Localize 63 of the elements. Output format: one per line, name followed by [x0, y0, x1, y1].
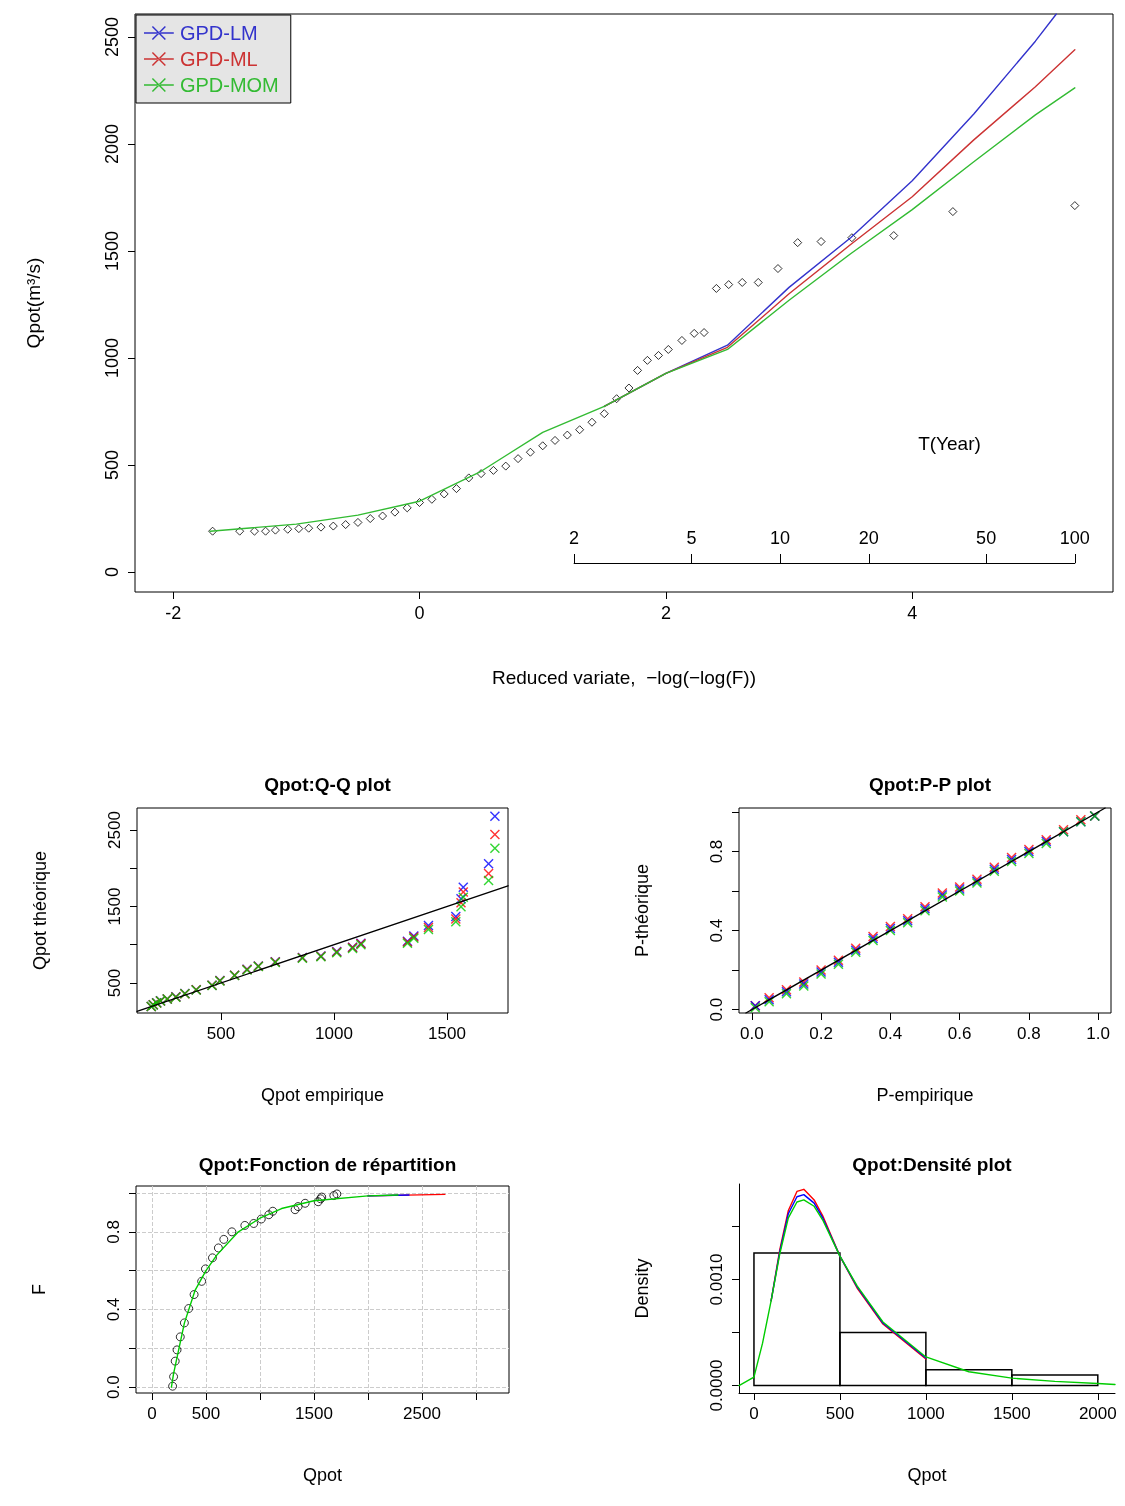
- x-tick-label: -2: [165, 603, 182, 623]
- y-tick-label: 0.8: [707, 839, 726, 864]
- y-axis-title: Density: [632, 1258, 652, 1319]
- y-tick-label: 2500: [105, 811, 124, 849]
- x-tick-label: 1.0: [1086, 1024, 1110, 1043]
- y-tick-label: 0.0: [707, 997, 726, 1022]
- x-tick-label: 4: [907, 603, 918, 623]
- legend-label: GPD-ML: [179, 48, 258, 70]
- x2-tick-label: 5: [686, 528, 697, 548]
- x-tick-label: 0: [414, 603, 425, 623]
- x-axis-title: P-empirique: [876, 1085, 974, 1105]
- x-tick-label: 500: [191, 1404, 221, 1423]
- x-tick-label: 2000: [1078, 1404, 1117, 1423]
- x-tick-label: 0.4: [878, 1024, 903, 1043]
- x-tick-label: 2: [660, 603, 671, 623]
- x-tick-label: 1500: [428, 1024, 466, 1043]
- x-axis-title: Qpot: [907, 1465, 947, 1485]
- x-tick-label: 1500: [295, 1404, 333, 1423]
- chart-title: Qpot:P-P plot: [868, 774, 992, 795]
- x-axis-title: Qpot empirique: [260, 1085, 385, 1105]
- x2-tick-label: 20: [858, 528, 879, 548]
- x2-tick-label: 10: [770, 528, 791, 548]
- x2-tick-label: 50: [976, 528, 997, 548]
- chart-title: Qpot:Q-Q plot: [264, 774, 392, 795]
- y-axis-title: Qpot(m³/s): [23, 257, 44, 349]
- y-tick-label: 0.0: [104, 1375, 123, 1399]
- y-axis-title: P-théorique: [632, 863, 652, 958]
- y-tick-label: 500: [105, 968, 124, 998]
- x-tick-label: 0: [749, 1404, 759, 1423]
- chart-title: Qpot:Densité plot: [852, 1154, 1013, 1175]
- y-tick-label: 0.0010: [707, 1253, 726, 1306]
- x-tick-label: 2500: [403, 1404, 441, 1423]
- y-tick-label: 500: [102, 450, 122, 481]
- x-tick-label: 1000: [315, 1024, 353, 1043]
- x2-tick-label: 100: [1059, 528, 1090, 548]
- y-tick-label: 2000: [102, 123, 122, 164]
- x-tick-label: 0.6: [947, 1024, 972, 1043]
- x2-tick-label: 2: [569, 528, 580, 548]
- y-axis-title: Qpot théorique: [30, 850, 50, 971]
- x-tick-label: 1500: [992, 1404, 1031, 1423]
- x-axis-title: Qpot: [302, 1465, 343, 1485]
- y-tick-label: 0.4: [104, 1297, 123, 1322]
- y-tick-label: 0: [102, 567, 122, 578]
- legend-label: GPD-MOM: [179, 74, 279, 96]
- x2-axis-title: T(Year): [918, 433, 981, 454]
- chart-title: Qpot:Fonction de répartition: [198, 1154, 457, 1175]
- x-tick-label: 0: [147, 1404, 157, 1423]
- y-tick-label: 1500: [105, 887, 124, 926]
- y-tick-label: 1000: [102, 337, 122, 379]
- x-tick-label: 1000: [906, 1404, 945, 1423]
- y-tick-label: 1500: [102, 230, 122, 271]
- x-tick-label: 500: [206, 1024, 236, 1043]
- y-tick-label: 2500: [102, 16, 122, 57]
- x-tick-label: 0.0: [740, 1024, 764, 1043]
- y-tick-label: 0.4: [707, 918, 726, 943]
- y-tick-label: 0.8: [104, 1220, 123, 1244]
- x-tick-label: 0.2: [809, 1024, 833, 1043]
- x-tick-label: 0.8: [1017, 1024, 1041, 1043]
- y-tick-label: 0.0000: [707, 1359, 726, 1412]
- y-axis-title: F: [29, 1284, 49, 1295]
- legend-label: GPD-LM: [179, 22, 258, 44]
- x-tick-label: 500: [825, 1404, 855, 1423]
- x-axis-title: Reduced variate, −log(−log(F)): [491, 667, 757, 688]
